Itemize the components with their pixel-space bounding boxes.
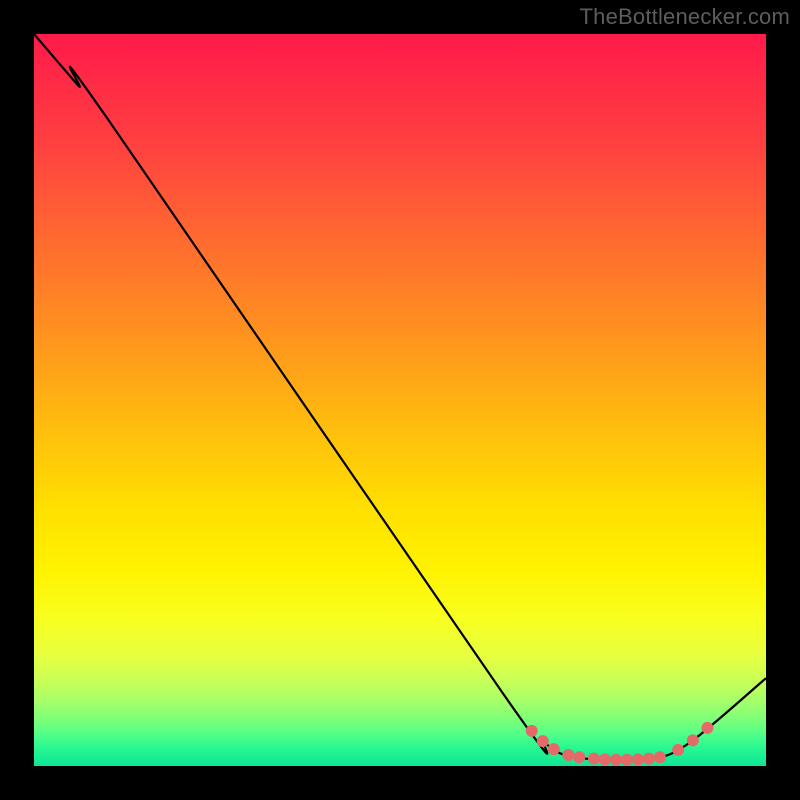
data-marker <box>701 722 713 734</box>
data-marker <box>588 753 600 765</box>
data-marker <box>610 754 622 766</box>
data-marker <box>526 725 538 737</box>
data-marker <box>573 751 585 763</box>
chart-stage: TheBottlenecker.com <box>0 0 800 800</box>
data-marker <box>632 753 644 765</box>
data-marker <box>599 753 611 765</box>
data-marker <box>687 734 699 746</box>
bottleneck-chart <box>0 0 800 800</box>
data-marker <box>548 743 560 755</box>
plot-background <box>34 34 766 766</box>
data-marker <box>621 754 633 766</box>
watermark-text: TheBottlenecker.com <box>580 4 790 30</box>
data-marker <box>643 753 655 765</box>
data-marker <box>537 735 549 747</box>
data-marker <box>562 749 574 761</box>
data-marker <box>672 744 684 756</box>
data-marker <box>654 751 666 763</box>
